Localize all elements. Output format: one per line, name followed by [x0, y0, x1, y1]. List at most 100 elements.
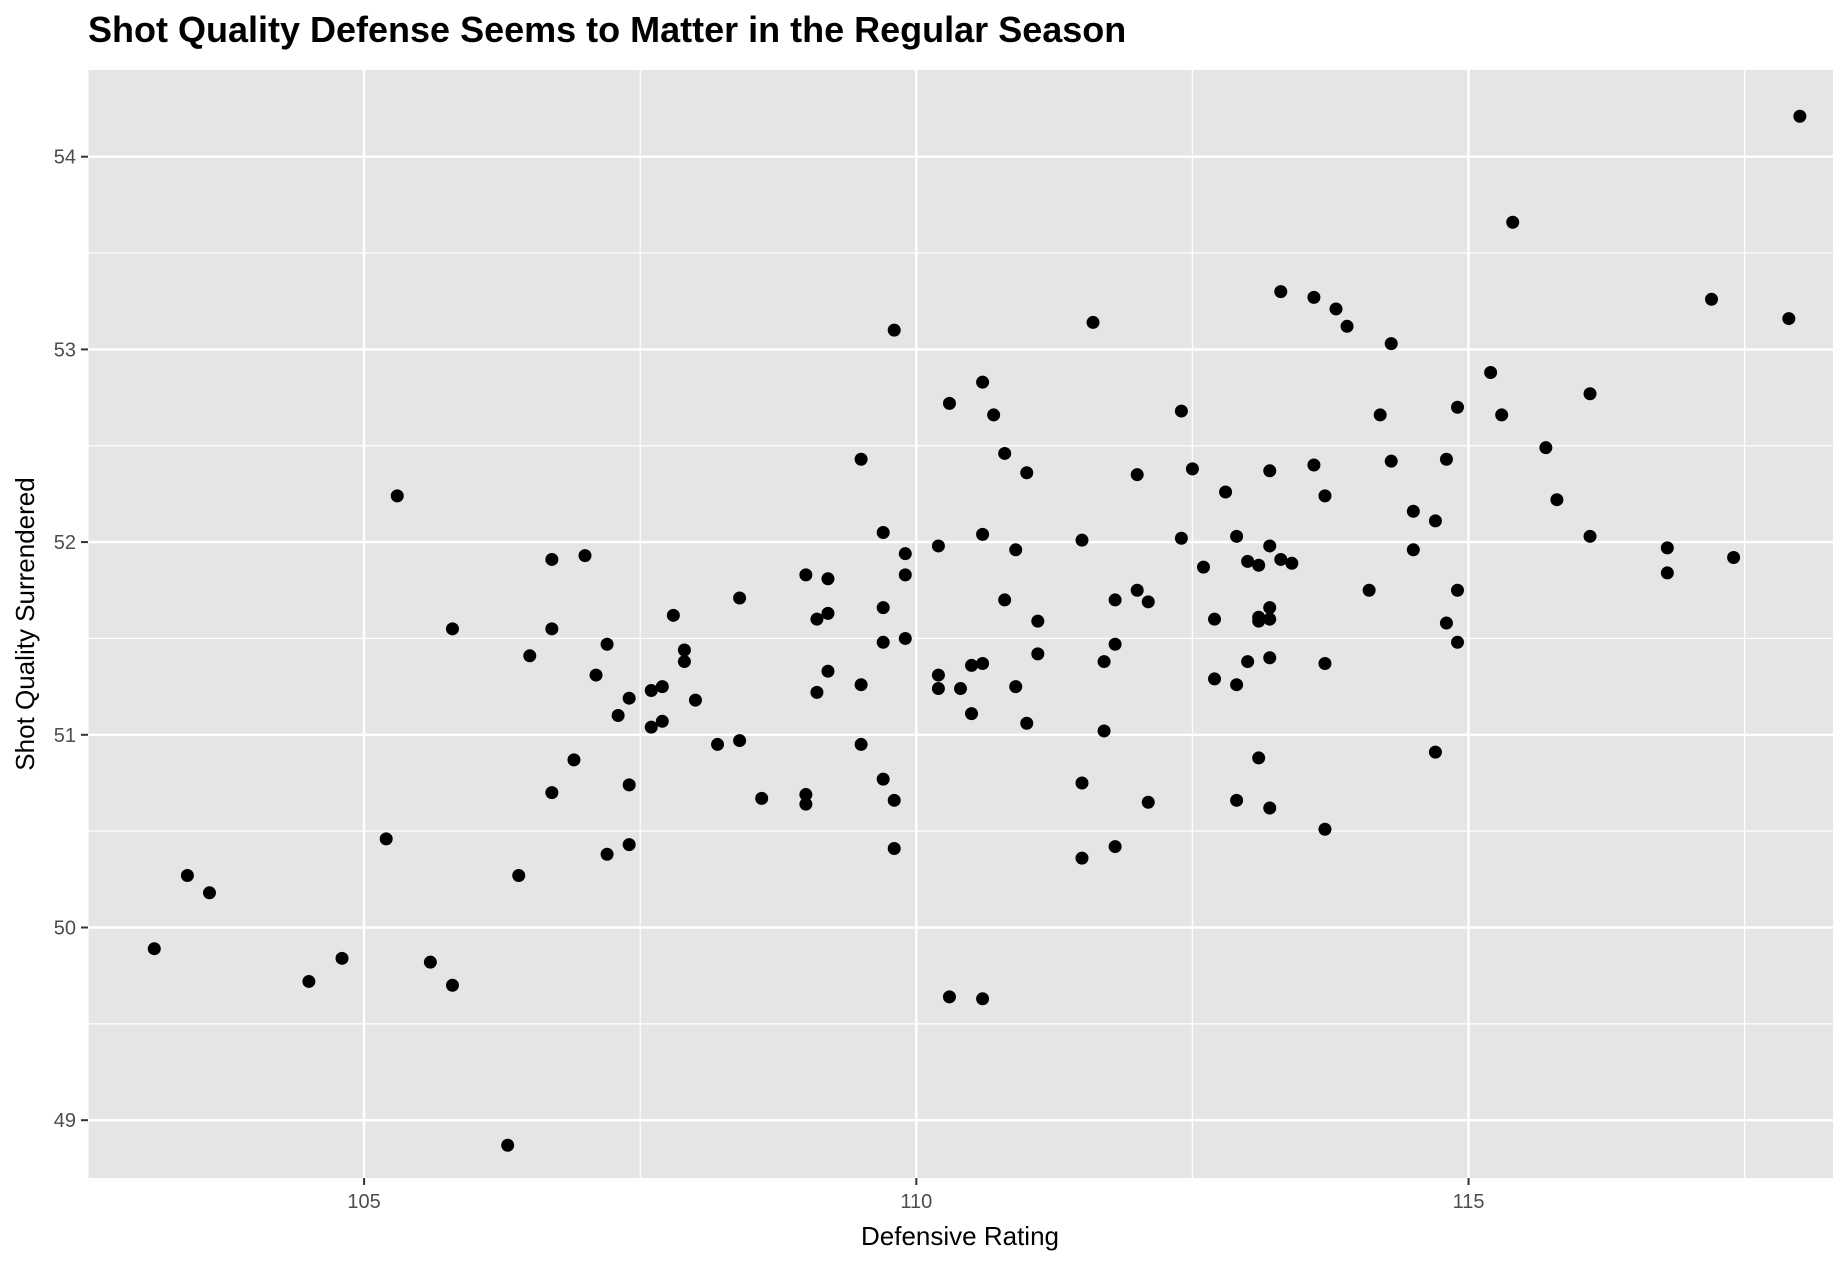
scatter-point: [578, 549, 592, 563]
scatter-point: [755, 791, 769, 805]
scatter-point: [1208, 672, 1222, 686]
scatter-point: [655, 714, 669, 728]
scatter-point: [1075, 776, 1089, 790]
y-tick-label: 51: [54, 725, 76, 747]
scatter-point: [147, 942, 161, 956]
scatter-point: [1208, 612, 1222, 626]
scatter-point: [821, 606, 835, 620]
scatter-point: [688, 693, 702, 707]
scatter-point: [976, 527, 990, 541]
scatter-point: [644, 683, 658, 697]
scatter-point: [1318, 657, 1332, 671]
scatter-point: [1307, 458, 1321, 472]
y-axis: 49 50 51 52 53 54: [54, 147, 88, 1132]
scatter-point: [733, 734, 747, 748]
scatter-point: [1727, 551, 1741, 565]
scatter-point: [545, 786, 559, 800]
scatter-point: [589, 668, 603, 682]
scatter-point: [1263, 651, 1277, 665]
scatter-point: [1263, 464, 1277, 478]
scatter-point: [998, 593, 1012, 607]
scatter-point: [1373, 408, 1387, 422]
scatter-point: [1196, 560, 1210, 574]
scatter-point: [821, 572, 835, 586]
scatter-point: [1130, 468, 1144, 482]
scatter-point: [821, 664, 835, 678]
scatter-point: [1274, 552, 1288, 566]
scatter-point: [810, 612, 824, 626]
scatter-point: [1660, 566, 1674, 580]
y-tick-label: 54: [54, 147, 76, 169]
scatter-point: [976, 375, 990, 389]
scatter-point: [942, 990, 956, 1004]
scatter-point: [1495, 408, 1509, 422]
scatter-point: [1185, 462, 1199, 476]
scatter-point: [1450, 635, 1464, 649]
scatter-point: [1406, 543, 1420, 557]
scatter-point: [1285, 556, 1299, 570]
scatter-point: [1020, 716, 1034, 730]
x-tick-label: 110: [900, 1191, 932, 1213]
major-gridlines: [88, 70, 1833, 1178]
scatter-point: [887, 323, 901, 337]
scatter-point: [931, 668, 945, 682]
scatter-point: [1141, 595, 1155, 609]
y-tick-label: 52: [54, 532, 76, 554]
scatter-point: [445, 622, 459, 636]
scatter-point: [1384, 337, 1398, 351]
scatter-point: [987, 408, 1001, 422]
scatter-point: [1329, 302, 1343, 316]
scatter-point: [1108, 840, 1122, 854]
scatter-point: [512, 868, 526, 882]
y-tick-label: 53: [54, 339, 76, 361]
scatter-point: [799, 788, 813, 802]
scatter-point: [1406, 504, 1420, 518]
minor-gridlines: [87, 70, 1833, 1178]
scatter-point: [501, 1138, 515, 1152]
scatter-point: [180, 868, 194, 882]
scatter-point: [799, 568, 813, 582]
scatter-point: [523, 649, 537, 663]
y-tick-label: 50: [54, 917, 76, 939]
scatter-point: [898, 547, 912, 561]
scatter-point: [1450, 400, 1464, 414]
scatter-point: [854, 678, 868, 692]
scatter-point: [1340, 319, 1354, 333]
scatter-point: [1484, 366, 1498, 380]
scatter-point: [965, 707, 979, 721]
scatter-point: [423, 955, 437, 969]
y-axis-label: Shot Quality Surrendered: [10, 477, 40, 770]
scatter-point: [1362, 583, 1376, 597]
scatter-point: [854, 452, 868, 466]
scatter-point: [965, 658, 979, 672]
scatter-point: [887, 793, 901, 807]
scatter-point: [1428, 745, 1442, 759]
scatter-point: [1230, 793, 1244, 807]
scatter-point: [622, 778, 636, 792]
scatter-point: [545, 552, 559, 566]
scatter-point: [1384, 454, 1398, 468]
scatter-point: [1550, 493, 1564, 507]
x-axis-label: Defensive Rating: [861, 1221, 1059, 1251]
scatter-point: [1318, 489, 1332, 503]
scatter-point: [1263, 539, 1277, 553]
scatter-point: [1318, 822, 1332, 836]
scatter-point: [390, 489, 404, 503]
scatter-point: [567, 753, 581, 767]
scatter-point: [887, 841, 901, 855]
y-tick-label: 49: [54, 1110, 76, 1132]
scatter-point: [545, 622, 559, 636]
scatter-point: [1241, 554, 1255, 568]
scatter-point: [1097, 724, 1111, 738]
scatter-point: [1450, 583, 1464, 597]
scatter-point: [202, 886, 216, 900]
scatter-point: [622, 691, 636, 705]
scatter-point: [1141, 795, 1155, 809]
scatter-point: [677, 655, 691, 669]
scatter-point: [600, 637, 614, 651]
scatter-point: [1075, 851, 1089, 865]
scatter-point: [898, 568, 912, 582]
scatter-point: [1108, 637, 1122, 651]
